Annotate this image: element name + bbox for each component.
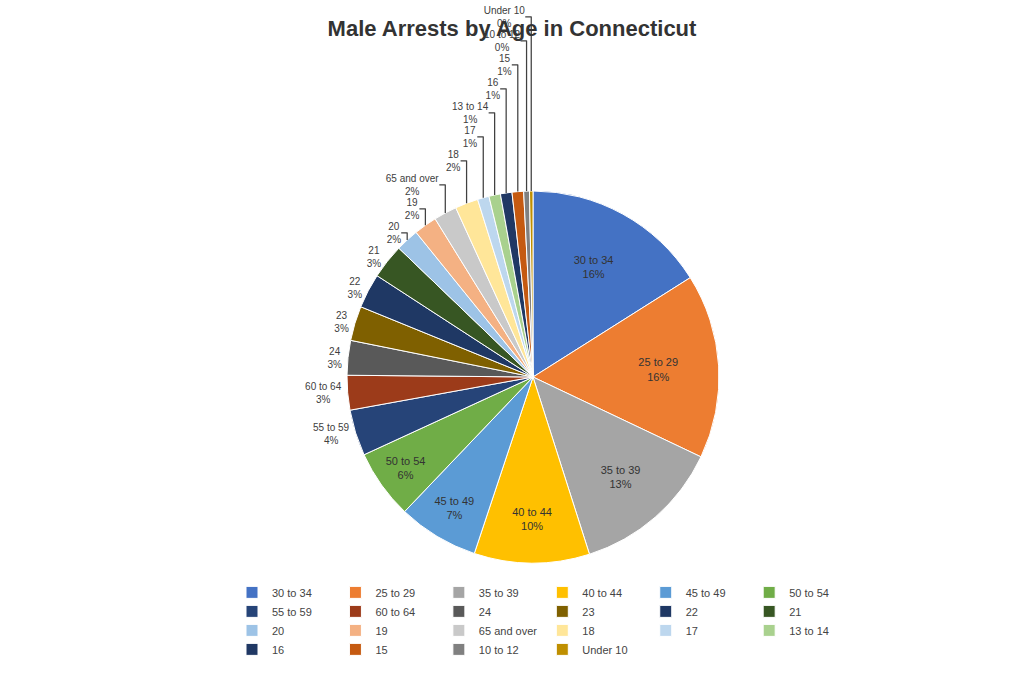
svg-text:35 to 3913%: 35 to 3913% [601,464,641,490]
svg-text:16: 16 [272,644,284,656]
svg-text:20: 20 [272,625,284,637]
svg-text:10 to 12: 10 to 12 [479,644,519,656]
svg-text:35 to 39: 35 to 39 [479,587,519,599]
svg-text:233%: 233% [334,310,349,334]
svg-text:18: 18 [582,625,594,637]
svg-text:21: 21 [789,606,801,618]
svg-text:30 to 3416%: 30 to 3416% [574,254,614,280]
svg-text:243%: 243% [327,346,342,370]
svg-text:24: 24 [479,606,491,618]
svg-text:50 to 54: 50 to 54 [789,587,829,599]
svg-text:13 to 14: 13 to 14 [789,625,829,637]
svg-text:15: 15 [375,644,387,656]
svg-text:40 to 44: 40 to 44 [582,587,622,599]
svg-text:19: 19 [375,625,387,637]
svg-text:182%: 182% [446,149,461,173]
svg-text:192%: 192% [405,197,420,221]
svg-text:213%: 213% [367,245,382,269]
svg-text:10 to 120%: 10 to 120% [484,29,521,53]
svg-text:17: 17 [686,625,698,637]
svg-text:171%: 171% [463,125,478,149]
svg-text:65 and over: 65 and over [479,625,537,637]
svg-text:151%: 151% [497,53,512,77]
svg-text:55 to 59: 55 to 59 [272,606,312,618]
svg-text:60 to 643%: 60 to 643% [305,381,342,405]
svg-text:65 and over2%: 65 and over2% [386,173,439,197]
svg-text:22: 22 [686,606,698,618]
svg-text:Under 10: Under 10 [582,644,627,656]
svg-text:Under 100%: Under 100% [484,5,526,29]
svg-text:13 to 141%: 13 to 141% [452,101,489,125]
svg-text:23: 23 [582,606,594,618]
svg-text:50 to 546%: 50 to 546% [386,455,426,481]
svg-text:25 to 29: 25 to 29 [375,587,415,599]
svg-text:40 to 4410%: 40 to 4410% [512,506,552,532]
svg-text:45 to 497%: 45 to 497% [434,495,474,521]
svg-text:202%: 202% [387,221,402,245]
svg-text:Male Arrests by Age in Connect: Male Arrests by Age in Connecticut [328,16,697,41]
svg-text:55 to 594%: 55 to 594% [313,422,350,446]
svg-text:60 to 64: 60 to 64 [375,606,415,618]
svg-text:30 to 34: 30 to 34 [272,587,312,599]
svg-text:45 to 49: 45 to 49 [686,587,726,599]
svg-text:223%: 223% [348,276,363,300]
svg-text:161%: 161% [486,77,501,101]
svg-text:25 to 2916%: 25 to 2916% [638,356,678,382]
